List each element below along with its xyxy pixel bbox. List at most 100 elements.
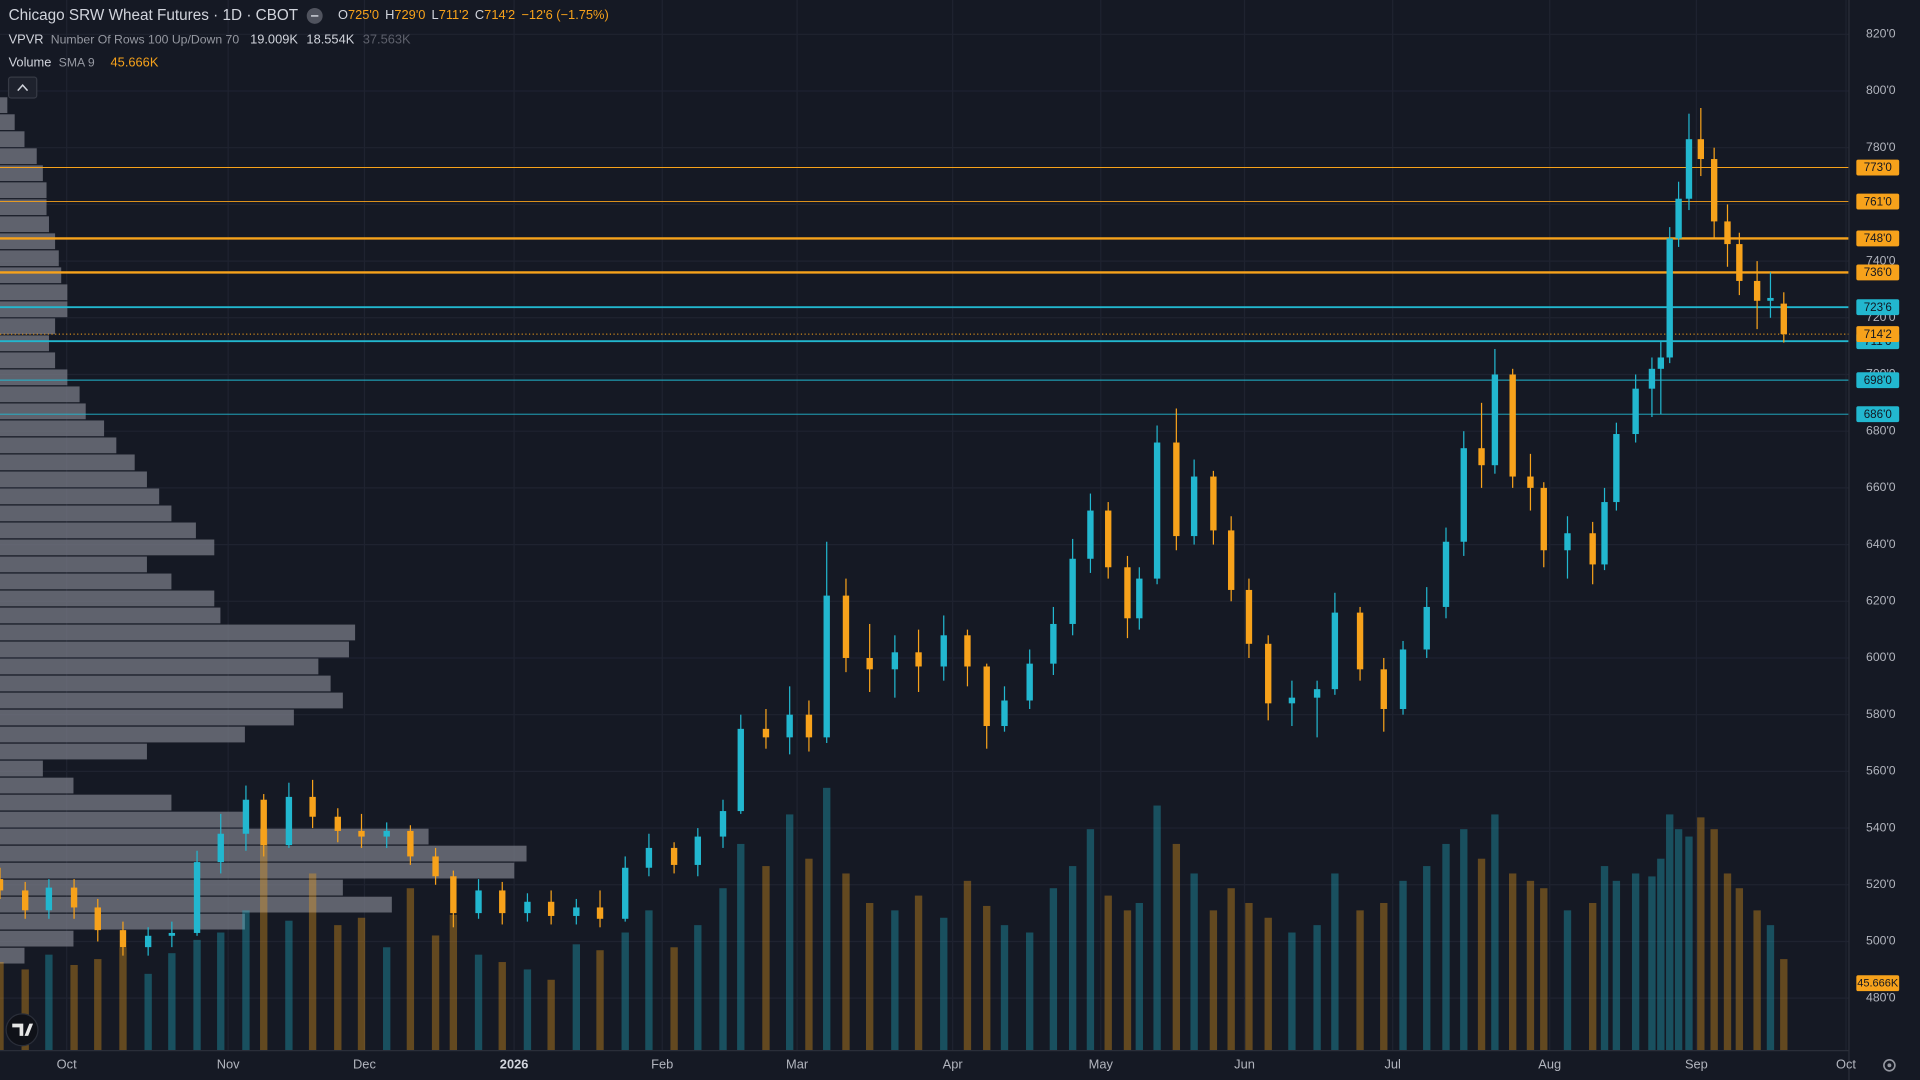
candle-body (450, 876, 457, 914)
ohlc-value: 714'2 (484, 7, 515, 22)
price-tag-label: 773'0 (1864, 161, 1893, 174)
volume-bar (498, 962, 506, 1051)
volume-bar (70, 964, 78, 1051)
candle-body (1442, 541, 1450, 607)
profile-row (0, 522, 196, 539)
candle-body (940, 635, 947, 667)
profile-row (0, 743, 147, 760)
volume-bar (193, 939, 201, 1051)
profile-row (0, 828, 429, 845)
volume-bar (1588, 902, 1597, 1051)
volume-bar (1735, 888, 1744, 1051)
profile-row (0, 301, 68, 318)
candle-body (144, 935, 152, 948)
profile-row (0, 420, 105, 437)
volume-bar (1723, 873, 1732, 1051)
profile-row (0, 216, 49, 233)
profile-row (0, 760, 43, 777)
collapse-button[interactable] (7, 76, 38, 99)
candle-body (334, 816, 341, 831)
volume-bar (914, 895, 923, 1051)
profile-row (0, 318, 56, 335)
candle-body (915, 652, 922, 667)
candle-body (1632, 388, 1639, 435)
candle-body (762, 728, 770, 738)
y-tick-label: 560'0 (1866, 764, 1896, 778)
volume-bar (1526, 880, 1535, 1051)
profile-row (0, 97, 8, 114)
candle-body (645, 847, 653, 868)
candle-body (719, 811, 727, 837)
profile-row (0, 437, 117, 454)
profile-row (0, 454, 135, 471)
profile-row (0, 726, 245, 743)
profile-row (0, 369, 68, 386)
status-icon[interactable] (306, 7, 323, 24)
candle-body (1697, 139, 1705, 160)
volume-bar (523, 969, 532, 1051)
volume-bar (357, 917, 366, 1051)
profile-row (0, 403, 86, 420)
candle-body (1710, 159, 1718, 222)
candle-body (1675, 198, 1682, 239)
y-tick-label: 540'0 (1866, 820, 1896, 834)
volume-bar (1135, 902, 1143, 1051)
price-tag-label: 714'2 (1864, 328, 1892, 341)
candle-body (1050, 623, 1057, 664)
volume-bar (891, 910, 899, 1051)
volume-bar (1477, 858, 1486, 1051)
price-tag (1856, 159, 1900, 176)
volume-bar (1563, 910, 1572, 1051)
y-tick-label: 640'0 (1866, 537, 1896, 551)
profile-row (0, 267, 62, 284)
x-tick-label: Jul (1384, 1057, 1400, 1072)
volume-bar (1086, 829, 1095, 1051)
volume-bar (1104, 895, 1112, 1051)
settings-button[interactable] (1883, 1059, 1896, 1072)
profile-row (0, 777, 74, 794)
volume-bar (1631, 873, 1640, 1051)
volume-bar (1313, 925, 1321, 1051)
candle-body (1001, 700, 1008, 727)
y-tick-label: 800'0 (1866, 83, 1896, 97)
volume-bar (474, 954, 483, 1051)
ohlc-value: 711'2 (439, 7, 469, 22)
logo[interactable] (5, 1013, 39, 1047)
price-tag-label: 686'0 (1864, 408, 1893, 421)
candle-body (1190, 476, 1198, 537)
profile-row (0, 165, 43, 182)
volume-bar (1423, 866, 1431, 1051)
y-tick-label: 660'0 (1866, 480, 1896, 494)
candle-body (193, 862, 201, 933)
y-tick-label: 500'0 (1866, 934, 1896, 948)
profile-row (0, 199, 47, 216)
y-tick-label: 680'0 (1866, 423, 1896, 437)
volume-bar (737, 843, 745, 1051)
x-tick-label: Jun (1234, 1057, 1255, 1072)
profile-row (0, 709, 294, 726)
candle-body (1564, 533, 1571, 551)
volume-bar (1540, 888, 1548, 1051)
candle-body (1153, 442, 1161, 579)
candle-body (1423, 606, 1430, 650)
volume-bar (1710, 829, 1718, 1051)
candle-body (499, 890, 506, 914)
profile-row (0, 556, 147, 573)
profile-row (0, 692, 343, 709)
indicator-name: Volume (9, 55, 52, 70)
price-tag (1856, 230, 1900, 247)
profile-row (0, 658, 319, 675)
x-tick-label: 2026 (500, 1057, 529, 1072)
volume-bar (1356, 910, 1364, 1051)
profile-row (0, 233, 56, 250)
chart-title: Chicago SRW Wheat Futures · 1D · CBOT (9, 7, 299, 24)
profile-row (0, 335, 49, 352)
volume-bar (1697, 817, 1705, 1051)
candle-body (383, 830, 390, 837)
candle-body (866, 657, 873, 670)
volume-bar (406, 888, 415, 1051)
volume-bar (1399, 880, 1407, 1051)
candle-body (1069, 558, 1076, 624)
volume-bar (1331, 873, 1339, 1051)
indicator-value: 37.563K (363, 32, 411, 47)
